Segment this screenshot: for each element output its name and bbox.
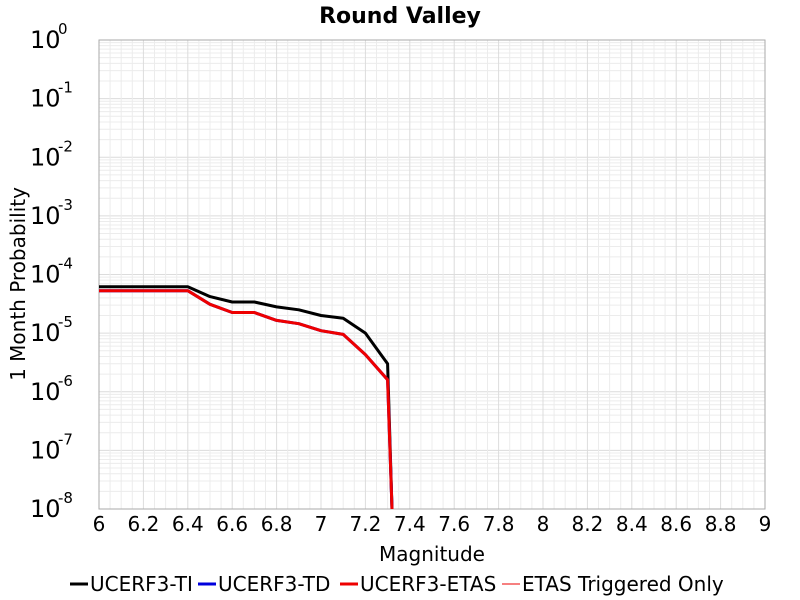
y-tick-label: 10: [30, 378, 61, 406]
legend-label: ETAS Triggered Only: [522, 572, 724, 596]
x-tick-label: 9: [759, 512, 772, 536]
y-tick-label: 10: [30, 436, 61, 464]
x-tick-label: 7: [315, 512, 328, 536]
x-tick-label: 8.6: [660, 512, 692, 536]
x-tick-label: 8.8: [705, 512, 737, 536]
x-tick-label: 7.8: [483, 512, 515, 536]
y-tick-exponent: -1: [58, 79, 73, 97]
legend-label: UCERF3-ETAS: [360, 572, 496, 596]
legend: UCERF3-TI UCERF3-TD UCERF3-ETAS ETAS Trigge…: [70, 572, 724, 596]
x-tick-label: 8.4: [616, 512, 648, 536]
y-tick-label: 10: [30, 319, 61, 347]
y-tick-exponent: -8: [58, 489, 73, 507]
plot-border: [98, 39, 766, 510]
legend-label: UCERF3-TI: [90, 572, 193, 596]
series-line-ucerf3-ti: [99, 285, 394, 510]
x-tick-label: 6.6: [216, 512, 248, 536]
series-layer: [99, 285, 394, 510]
y-tick-exponent: -7: [58, 430, 73, 448]
y-tick-exponent: 0: [58, 20, 68, 38]
y-tick-exponent: -2: [58, 137, 73, 155]
grid: [98, 40, 766, 510]
x-tick-label: 8.2: [571, 512, 603, 536]
x-tick-label: 7.6: [438, 512, 470, 536]
x-tick-label: 7.2: [349, 512, 381, 536]
x-tick-label: 6.8: [261, 512, 293, 536]
x-tick-label: 7.4: [394, 512, 426, 536]
series-line-ucerf3-etas: [99, 289, 394, 510]
y-tick-label: 10: [30, 495, 61, 523]
y-tick-exponent: -3: [58, 196, 73, 214]
y-tick-label: 10: [30, 143, 61, 171]
x-tick-label: 8: [537, 512, 550, 536]
x-tick-label: 6: [93, 512, 106, 536]
y-tick-exponent: -4: [58, 255, 73, 273]
y-tick-label: 10: [30, 202, 61, 230]
y-tick-label: 10: [30, 85, 61, 113]
y-tick-exponent: -6: [58, 372, 73, 390]
y-axis-label: 1 Month Probability: [6, 187, 30, 381]
legend-label: UCERF3-TD: [218, 572, 330, 596]
x-tick-label: 6.4: [172, 512, 204, 536]
x-axis-label: Magnitude: [379, 542, 485, 566]
y-tick-label: 10: [30, 261, 61, 289]
x-tick-label: 6.2: [127, 512, 159, 536]
x-tick-labels: 6 6.2 6.4 6.6 6.8 7 7.2 7.4 7.6 7.8 8 8.2 8.4 8.6 8.8 9: [93, 512, 772, 536]
y-tick-exponent: -5: [58, 313, 73, 331]
y-tick-label: 10: [30, 26, 61, 54]
chart-title: Round Valley: [319, 4, 481, 29]
